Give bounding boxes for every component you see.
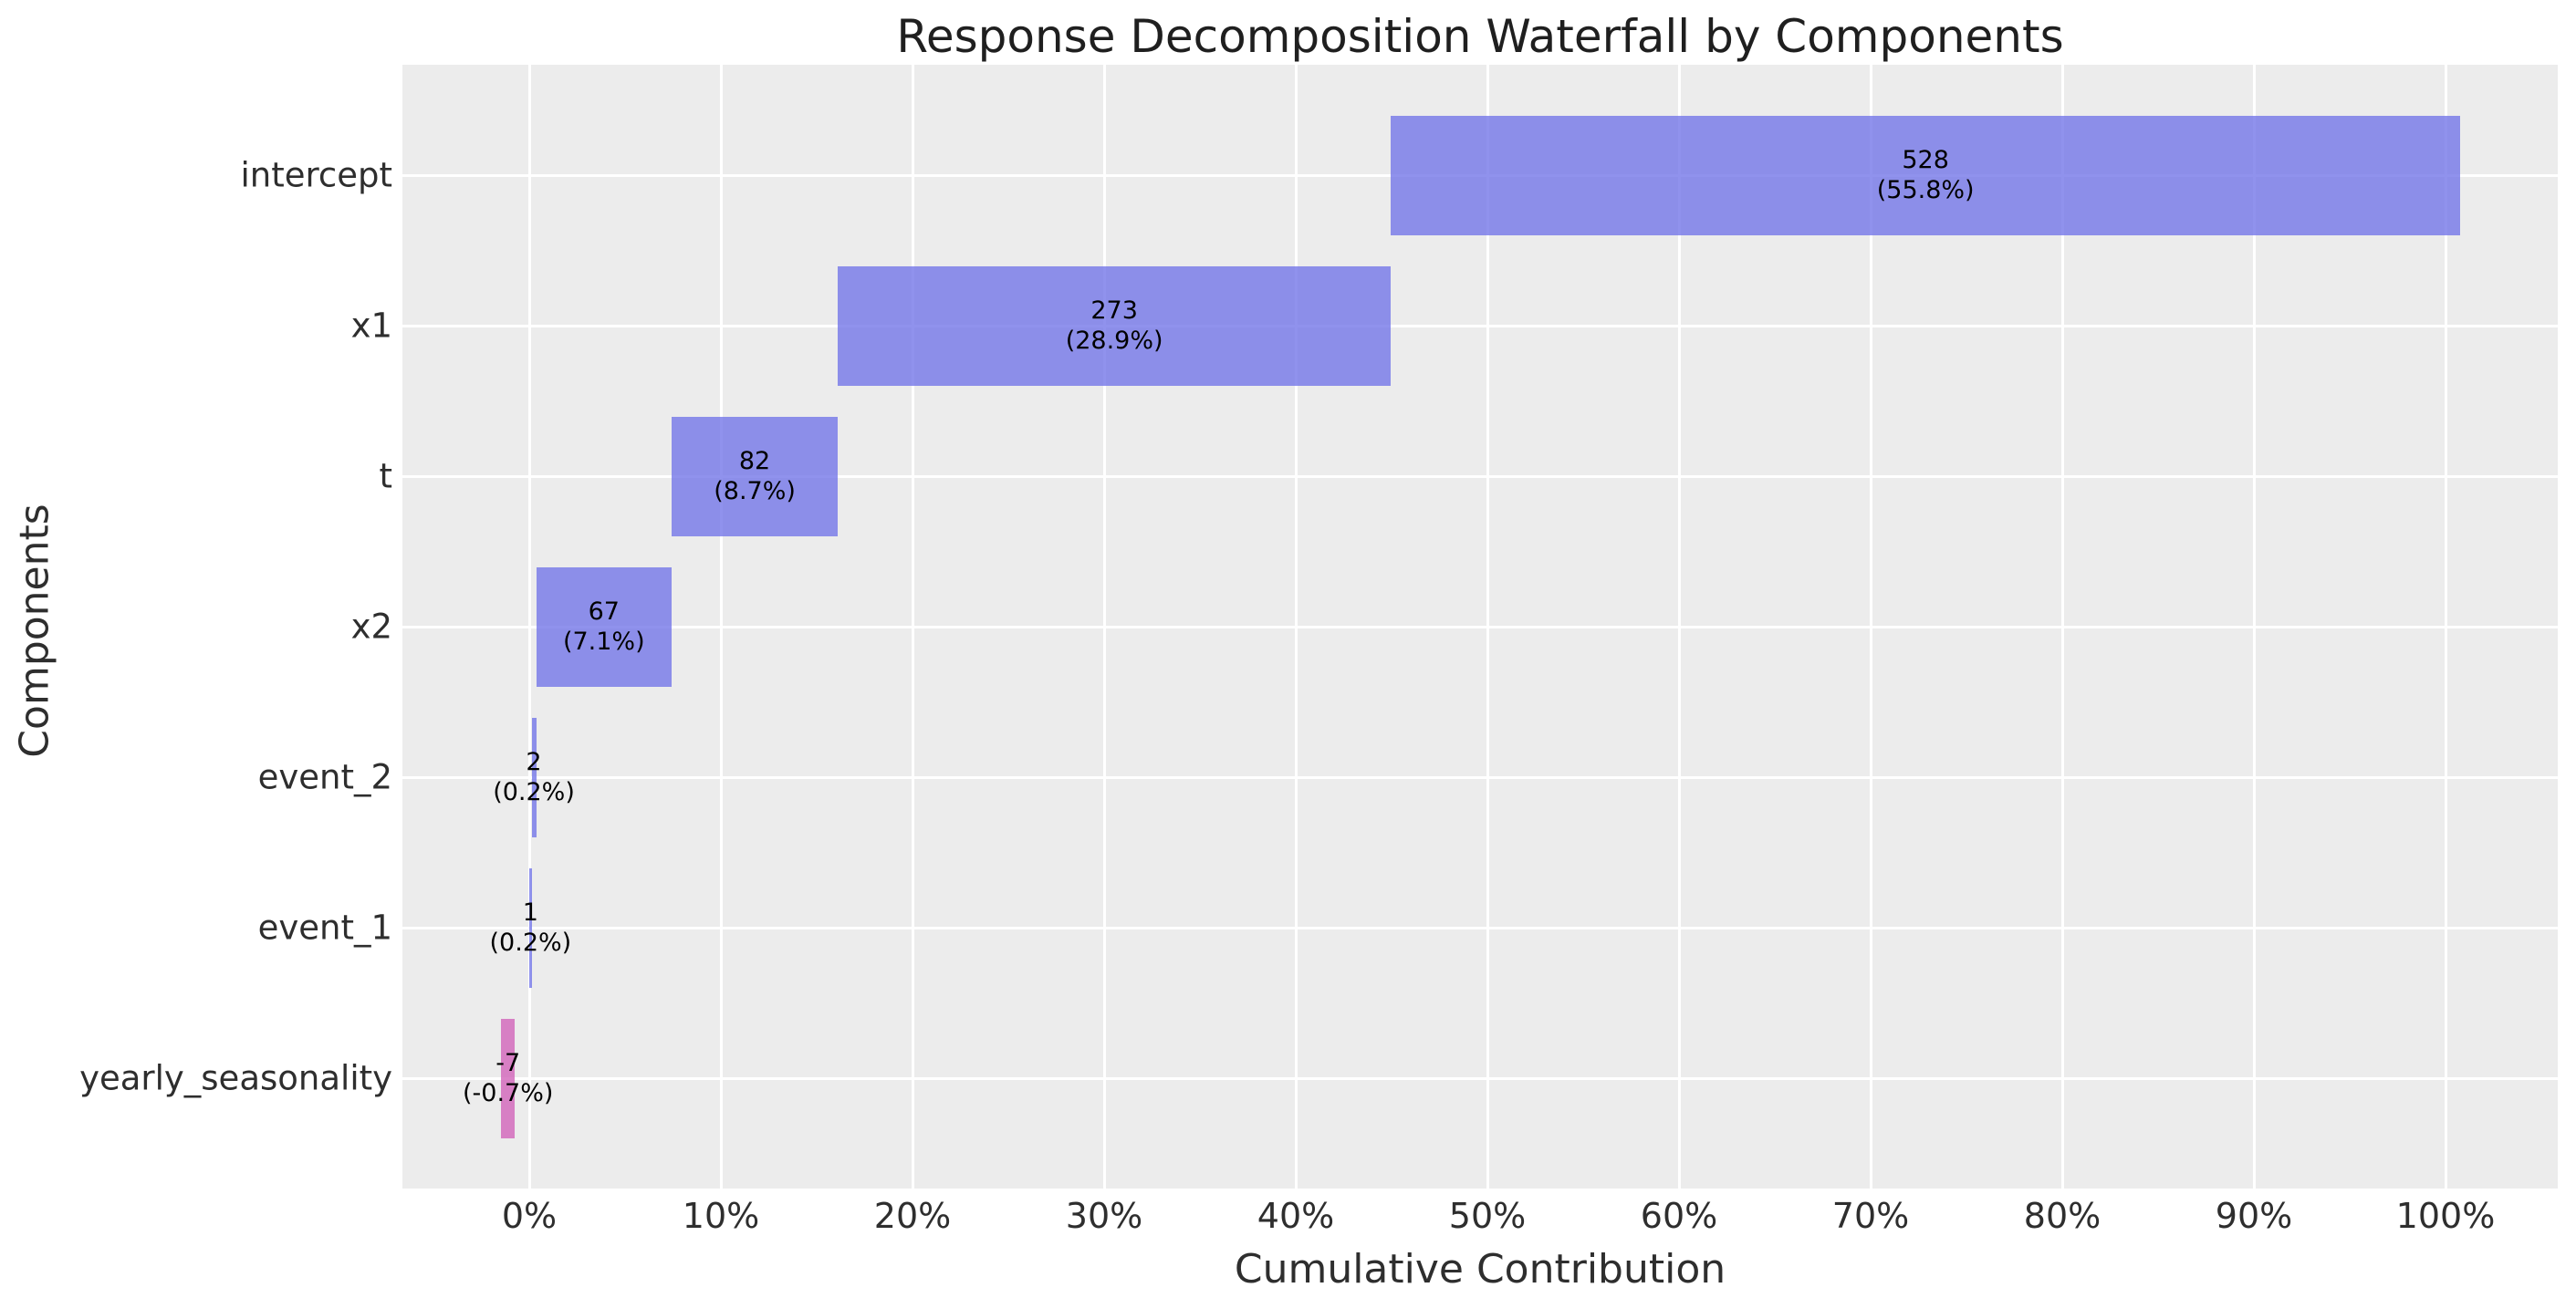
x-tick-label-90: 90% [2215, 1196, 2293, 1236]
bar-value-label: -7 [495, 1049, 521, 1077]
y-gridline-t [402, 474, 2558, 478]
x-tick-label-70: 70% [1831, 1196, 1910, 1236]
bar-percent-label: (0.2%) [493, 778, 575, 806]
y-tick-label-yearly_seasonality: yearly_seasonality [79, 1058, 392, 1098]
y-gridline-event_1 [402, 926, 2558, 929]
bar-label-t: 82 (8.7%) [714, 446, 796, 506]
bar-value-label: 67 [588, 597, 620, 626]
x-tick-label-0: 0% [501, 1196, 558, 1236]
bar-x2 [536, 566, 673, 687]
y-gridline-x2 [402, 625, 2558, 628]
y-tick-label-intercept: intercept [240, 155, 393, 195]
bar-label-x2: 67 (7.1%) [563, 597, 645, 657]
bar-percent-label: (0.2%) [489, 929, 572, 957]
y-gridline-x1 [402, 324, 2558, 327]
bar-percent-label: (7.1%) [562, 628, 645, 656]
y-tick-label-x1: x1 [350, 306, 392, 346]
bar-event_2 [531, 717, 537, 837]
bar-percent-label: (28.9%) [1065, 327, 1163, 355]
x-tick-label-40: 40% [1257, 1196, 1335, 1236]
bar-x1 [838, 265, 1392, 386]
y-tick-label-event_1: event_1 [257, 908, 392, 948]
x-tick-label-30: 30% [1065, 1196, 1143, 1236]
bar-intercept [1391, 115, 2461, 235]
y-gridline-event_2 [402, 775, 2558, 779]
x-tick-label-50: 50% [1448, 1196, 1527, 1236]
chart-title: Response Decomposition Waterfall by Comp… [896, 10, 2064, 63]
bar-percent-label: (55.8%) [1876, 176, 1975, 204]
x-tick-label-100: 100% [2395, 1196, 2496, 1236]
bar-value-label: 273 [1090, 296, 1138, 325]
bar-label-event_2: 2 (0.2%) [493, 747, 575, 807]
bar-value-label: 2 [526, 748, 542, 776]
plot-area: 528 (55.8%) 273 (28.9%) 82 (8.7%) 67 (7.1%) 2 (0.… [402, 65, 2558, 1189]
bar-event_1 [529, 867, 532, 988]
y-axis-title: Components [11, 504, 58, 758]
bar-label-event_1: 1 (0.2%) [490, 898, 572, 958]
x-tick-label-80: 80% [2023, 1196, 2101, 1236]
bar-yearly_seasonality [500, 1018, 516, 1138]
bar-label-intercept: 528 (55.8%) [1877, 145, 1975, 205]
bar-value-label: 1 [522, 898, 538, 927]
bar-value-label: 82 [738, 447, 771, 475]
bar-percent-label: (-0.7%) [462, 1079, 554, 1107]
bar-value-label: 528 [1902, 146, 1949, 174]
y-tick-label-t: t [379, 456, 392, 496]
x-tick-label-60: 60% [1640, 1196, 1718, 1236]
x-tick-label-10: 10% [682, 1196, 760, 1236]
y-tick-label-x2: x2 [350, 607, 392, 647]
y-tick-label-event_2: event_2 [257, 757, 392, 797]
bar-percent-label: (8.7%) [714, 477, 796, 505]
x-tick-label-20: 20% [873, 1196, 952, 1236]
y-gridline-yearly_seasonality [402, 1076, 2558, 1080]
bar-label-yearly_seasonality: -7 (-0.7%) [463, 1048, 553, 1108]
bar-t [672, 416, 839, 536]
x-axis-title: Cumulative Contribution [1234, 1246, 1726, 1293]
bar-label-x1: 273 (28.9%) [1066, 296, 1163, 356]
